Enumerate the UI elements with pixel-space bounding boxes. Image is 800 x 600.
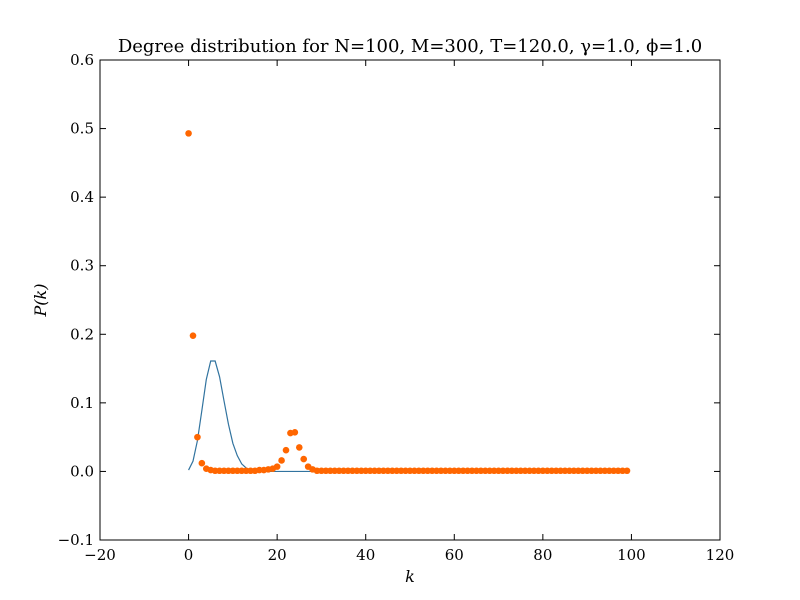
scatter-point [282,446,290,454]
plot-frame [99,59,721,541]
chart-title: Degree distribution for N=100, M=300, T=… [118,36,702,57]
x-tick-label: 100 [617,546,646,564]
y-tick-label: 0.0 [70,462,94,480]
scatter-point [300,455,308,463]
y-tick-label: 0.4 [70,188,94,206]
x-tick-label: 0 [184,546,194,564]
scatter-point [291,429,299,436]
y-axis-label: P(k) [31,284,50,318]
scatter-point [295,444,303,451]
x-tick-label: 120 [706,546,735,564]
scatter-point [185,130,192,137]
plot-area [185,130,631,475]
y-tick-label: 0.6 [70,51,94,69]
x-tick-label: 40 [356,546,375,564]
scatter-point [189,332,197,339]
x-tick-label: −20 [84,546,116,564]
scatter-point [194,433,201,441]
x-tick-label: 20 [268,546,287,564]
x-tick-label: 80 [533,546,552,564]
scatter-point [198,459,206,467]
y-tick-label: 0.5 [70,120,94,138]
y-tick-label: 0.1 [70,394,94,412]
y-tick-label: 0.2 [70,325,94,343]
scatter-point [623,467,631,475]
series-line [188,360,322,473]
y-tick-label: 0.3 [70,257,94,275]
scatter-point [273,463,281,470]
x-tick-label: 60 [445,546,464,564]
x-axis-label: k [405,567,415,586]
axis-ticks: −20 0 20 40 60 80 100 120 −0.1 0.0 0.1 0.2 0.3 0.4 0.5… [58,51,735,564]
y-tick-label: −0.1 [58,531,94,549]
scatter-point [278,457,285,464]
